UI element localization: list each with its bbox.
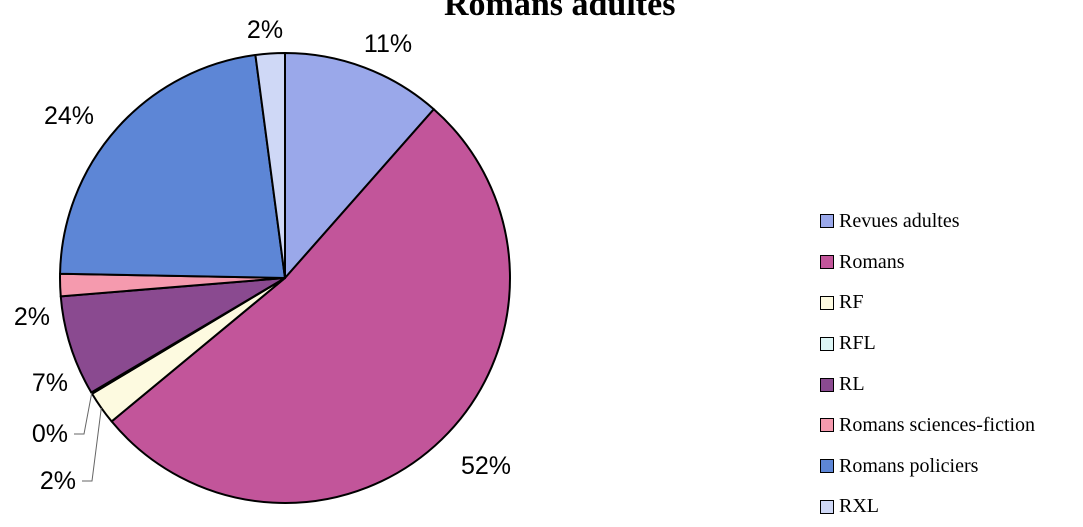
legend-item-rfl: RFL	[820, 323, 1082, 364]
legend-label: Revues adultes	[839, 210, 960, 233]
legend-swatch	[820, 500, 834, 514]
legend-label: Romans sciences-fiction	[839, 414, 1035, 437]
legend-swatch	[820, 378, 834, 392]
legend-label: Romans	[839, 251, 905, 274]
legend-item-rf: RF	[820, 283, 1082, 324]
legend-swatch	[820, 459, 834, 473]
percent-label-rf: 2%	[40, 467, 76, 495]
legend-swatch	[820, 337, 834, 351]
legend-item-romans-sciences-fiction: Romans sciences-fiction	[820, 405, 1082, 446]
percent-label-rxl: 2%	[247, 16, 283, 44]
pie-slice-romans-policiers	[60, 55, 285, 278]
legend-label: RXL	[839, 495, 879, 518]
percent-label-rl: 7%	[32, 369, 68, 397]
legend-item-rxl: RXL	[820, 487, 1082, 527]
leader-line-rf	[82, 408, 101, 481]
legend-item-rl: RL	[820, 364, 1082, 405]
legend-label: RF	[839, 291, 863, 314]
legend-label: RFL	[839, 332, 876, 355]
percent-label-rfl: 0%	[32, 420, 68, 448]
percent-label-revues-adultes: 11%	[364, 30, 412, 58]
legend-swatch	[820, 296, 834, 310]
legend: Revues adultes Romans RF RFL RL Romans scienc…	[820, 201, 1082, 527]
percent-label-romans-sciences-fiction: 2%	[14, 303, 50, 331]
leader-line-rfl	[74, 393, 92, 434]
legend-label: RL	[839, 373, 865, 396]
legend-swatch	[820, 255, 834, 269]
legend-item-romans-policiers: Romans policiers	[820, 446, 1082, 487]
pie-leader-lines	[74, 393, 101, 481]
legend-item-revues-adultes: Revues adultes	[820, 201, 1082, 242]
legend-item-romans: Romans	[820, 242, 1082, 283]
percent-label-romans-policiers: 24%	[44, 102, 94, 130]
percent-label-romans: 52%	[461, 452, 511, 480]
legend-swatch	[820, 214, 834, 228]
pie-slices	[60, 53, 510, 503]
legend-swatch	[820, 418, 834, 432]
legend-label: Romans policiers	[839, 455, 978, 478]
